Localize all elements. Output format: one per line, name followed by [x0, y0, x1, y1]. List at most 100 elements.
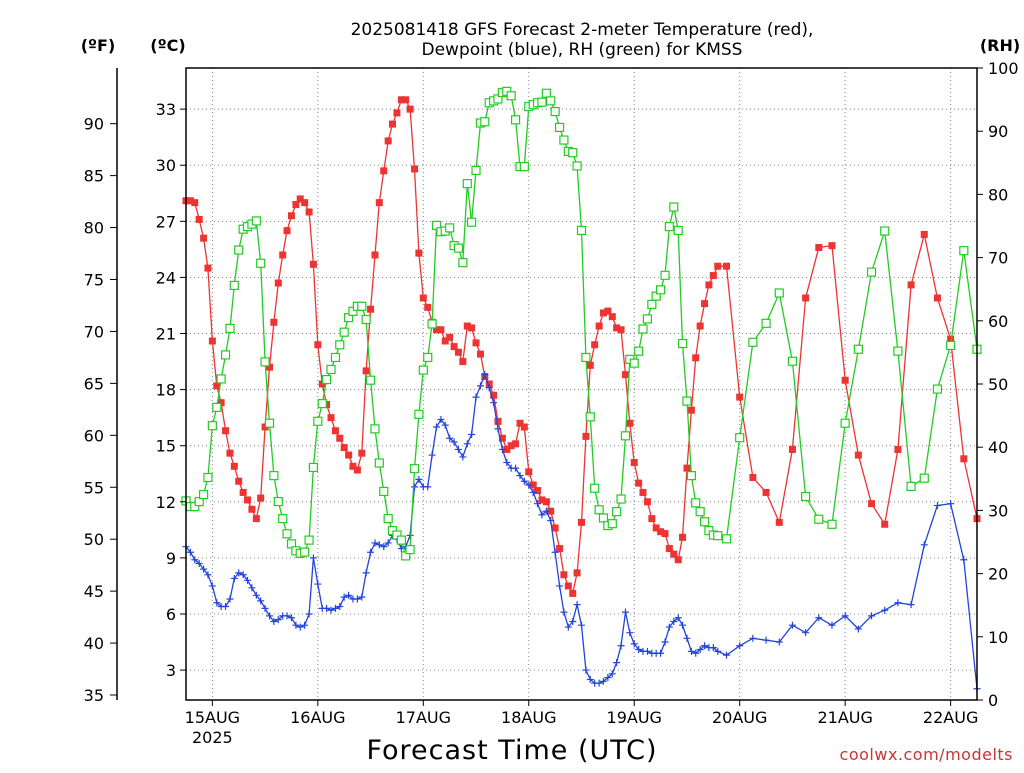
x-tick-label: 16AUG	[290, 708, 345, 727]
rh-point	[471, 165, 481, 175]
rh-tick-label: 30	[988, 501, 1008, 520]
rh-point	[207, 421, 217, 431]
rh-point	[787, 356, 798, 366]
temperature-point	[389, 120, 397, 128]
temperature-point	[881, 520, 889, 528]
temperature-point	[222, 427, 230, 435]
dewpoint-point	[191, 556, 199, 564]
temperature-point	[362, 367, 370, 375]
rh-point	[866, 267, 877, 277]
dewpoint-point	[525, 481, 533, 489]
temperature-point	[432, 326, 440, 334]
rh-point	[612, 507, 622, 517]
temperature-point	[243, 496, 251, 504]
temperature-point	[512, 440, 520, 448]
dewpoint-point	[472, 393, 480, 401]
dewpoint-point	[213, 599, 221, 607]
dewpoint-point	[621, 608, 629, 616]
rh-point	[642, 314, 653, 324]
temperature-point	[230, 462, 238, 470]
temperature-point	[556, 545, 564, 553]
left-axis-unit-fahrenheit: (ºF)	[81, 36, 116, 55]
rh-point	[568, 148, 578, 158]
temperature-point	[424, 303, 432, 311]
dewpoint-point	[450, 438, 458, 446]
rh-tick-label: 100	[988, 59, 1019, 78]
temperature-point	[516, 419, 524, 427]
temperature-point	[635, 479, 643, 487]
f-tick-label: 50	[84, 530, 104, 549]
temperature-point	[775, 518, 783, 526]
rh-point	[264, 418, 275, 428]
rh-series	[181, 86, 982, 561]
temperature-point	[195, 215, 203, 223]
x-tick-label: 17AUG	[396, 708, 451, 727]
dewpoint-point	[261, 604, 269, 612]
rh-point	[506, 91, 516, 101]
temperature-point	[705, 281, 713, 289]
dewpoint-point	[432, 423, 440, 431]
rh-point	[220, 350, 231, 360]
rh-tick-label: 60	[988, 312, 1008, 331]
temperature-point	[586, 361, 594, 369]
rh-tick-label: 10	[988, 628, 1008, 647]
dewpoint-point	[476, 382, 484, 390]
temperature-point	[353, 466, 361, 474]
rh-point	[576, 225, 587, 236]
rh-point	[638, 324, 648, 334]
dewpoint-point	[788, 621, 796, 629]
dewpoint-point	[243, 576, 251, 584]
dewpoint-point	[586, 675, 594, 683]
c-tick-label: 9	[166, 549, 176, 568]
temperature-point	[266, 363, 274, 371]
temperature-point	[674, 556, 682, 564]
temperature-point	[709, 272, 717, 280]
dewpoint-point	[222, 603, 230, 611]
temperature-point	[419, 294, 427, 302]
temperature-point	[841, 376, 849, 384]
dewpoint-point	[960, 556, 968, 564]
rh-point	[365, 375, 376, 385]
rh-point	[427, 319, 437, 329]
rh-point	[251, 216, 261, 226]
temperature-point	[701, 300, 709, 308]
rh-point	[682, 396, 692, 406]
x-tick-sublabel: 2025	[192, 728, 233, 747]
dewpoint-point	[481, 371, 489, 379]
dewpoint-line	[185, 372, 978, 689]
temperature-point	[815, 244, 823, 252]
dewpoint-point	[437, 416, 445, 424]
temperature-point	[749, 473, 757, 481]
temperature-point	[933, 294, 941, 302]
dewpoint-point	[358, 593, 366, 601]
rh-point	[713, 531, 723, 541]
temperature-point	[894, 445, 902, 453]
rh-point	[225, 323, 235, 333]
temperature-point	[397, 96, 405, 104]
f-tick-label: 40	[84, 634, 104, 653]
temperature-point	[437, 326, 445, 334]
x-tick-label: 19AUG	[607, 708, 662, 727]
chart-title-line-2: Dewpoint (blue), RH (green) for KMSS	[422, 40, 743, 60]
rh-point	[396, 535, 406, 545]
rh-point	[946, 340, 956, 351]
temperature-point	[788, 445, 796, 453]
rh-point	[278, 514, 288, 524]
temperature-point	[599, 309, 607, 317]
temperature-point	[217, 399, 225, 407]
temperature-point	[441, 337, 449, 345]
dewpoint-point	[494, 425, 502, 433]
temperature-point	[301, 199, 309, 207]
temperature-point	[960, 455, 968, 463]
dewpoint-point	[643, 647, 651, 655]
dewpoint-point	[498, 445, 506, 453]
dewpoint-point	[709, 644, 717, 652]
rh-tick-label: 80	[988, 185, 1008, 204]
temperature-point	[450, 343, 458, 351]
dewpoint-point	[331, 604, 339, 612]
x-tick-label: 22AUG	[923, 708, 978, 727]
dewpoint-point	[257, 597, 265, 605]
temperature-point	[498, 434, 506, 442]
temperature-point	[538, 496, 546, 504]
